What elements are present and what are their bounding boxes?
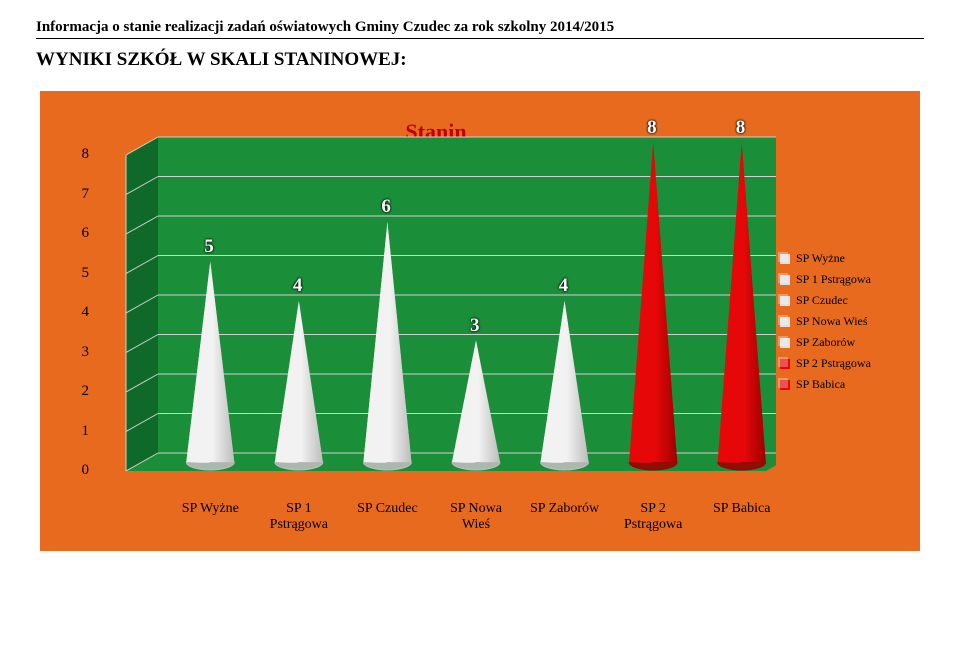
cone-value-label: 5: [204, 236, 214, 258]
plot-wrap: [96, 115, 776, 495]
x-axis-label: SP Nowa Wieś: [432, 501, 520, 533]
header-line: Informacja o stanie realizacji zadań ośw…: [36, 18, 924, 39]
legend: SP Wyżne SP 1 Pstrągowa SP Czudec SP Nowa W…: [780, 251, 900, 398]
legend-label: SP Wyżne: [796, 251, 845, 266]
legend-swatch: [780, 317, 790, 327]
legend-swatch: [780, 275, 790, 285]
legend-label: SP Babica: [796, 377, 845, 392]
y-axis-label: 5: [65, 265, 89, 282]
x-axis-label: SP Wyżne: [166, 501, 254, 517]
page-heading: WYNIKI SZKÓŁ W SKALI STANINOWEJ:: [36, 49, 924, 71]
y-axis-label: 0: [65, 462, 89, 479]
chart-container: Stanin SP WyżneSP 1 PstrągowaSP CzudecSP…: [40, 91, 920, 551]
cone-value-label: 4: [293, 275, 303, 297]
legend-label: SP 2 Pstrągowa: [796, 356, 871, 371]
legend-item: SP Zaborów: [780, 335, 900, 350]
cone-value-label: 8: [647, 117, 657, 139]
y-axis-label: 6: [65, 225, 89, 242]
legend-label: SP 1 Pstrągowa: [796, 272, 871, 287]
y-axis-label: 7: [65, 186, 89, 203]
legend-label: SP Czudec: [796, 293, 848, 308]
x-axis-label: SP 2 Pstrągowa: [609, 501, 697, 533]
page-root: Informacja o stanie realizacji zadań ośw…: [0, 0, 960, 660]
x-axis-label: SP 1 Pstrągowa: [255, 501, 343, 533]
legend-swatch: [780, 359, 790, 369]
y-axis-label: 4: [65, 304, 89, 321]
y-axis-label: 8: [65, 146, 89, 163]
legend-label: SP Zaborów: [796, 335, 855, 350]
cone-value-label: 4: [559, 275, 569, 297]
x-axis-label: SP Babica: [698, 501, 786, 517]
cone-value-label: 3: [470, 315, 480, 337]
legend-item: SP Nowa Wieś: [780, 314, 900, 329]
legend-swatch: [780, 380, 790, 390]
cone-value-label: 6: [381, 196, 391, 218]
legend-item: SP Babica: [780, 377, 900, 392]
cone-value-label: 8: [736, 117, 746, 139]
legend-swatch: [780, 296, 790, 306]
y-axis-label: 3: [65, 344, 89, 361]
y-axis-label: 2: [65, 383, 89, 400]
header-text: Informacja o stanie realizacji zadań ośw…: [36, 19, 614, 35]
legend-item: SP 1 Pstrągowa: [780, 272, 900, 287]
legend-label: SP Nowa Wieś: [796, 314, 868, 329]
legend-item: SP Czudec: [780, 293, 900, 308]
x-axis-label: SP Zaborów: [521, 501, 609, 517]
legend-item: SP 2 Pstrągowa: [780, 356, 900, 371]
y-axis-label: 1: [65, 423, 89, 440]
plot-svg: [96, 115, 776, 495]
legend-item: SP Wyżne: [780, 251, 900, 266]
legend-swatch: [780, 338, 790, 348]
legend-swatch: [780, 254, 790, 264]
x-axis-label: SP Czudec: [343, 501, 431, 517]
